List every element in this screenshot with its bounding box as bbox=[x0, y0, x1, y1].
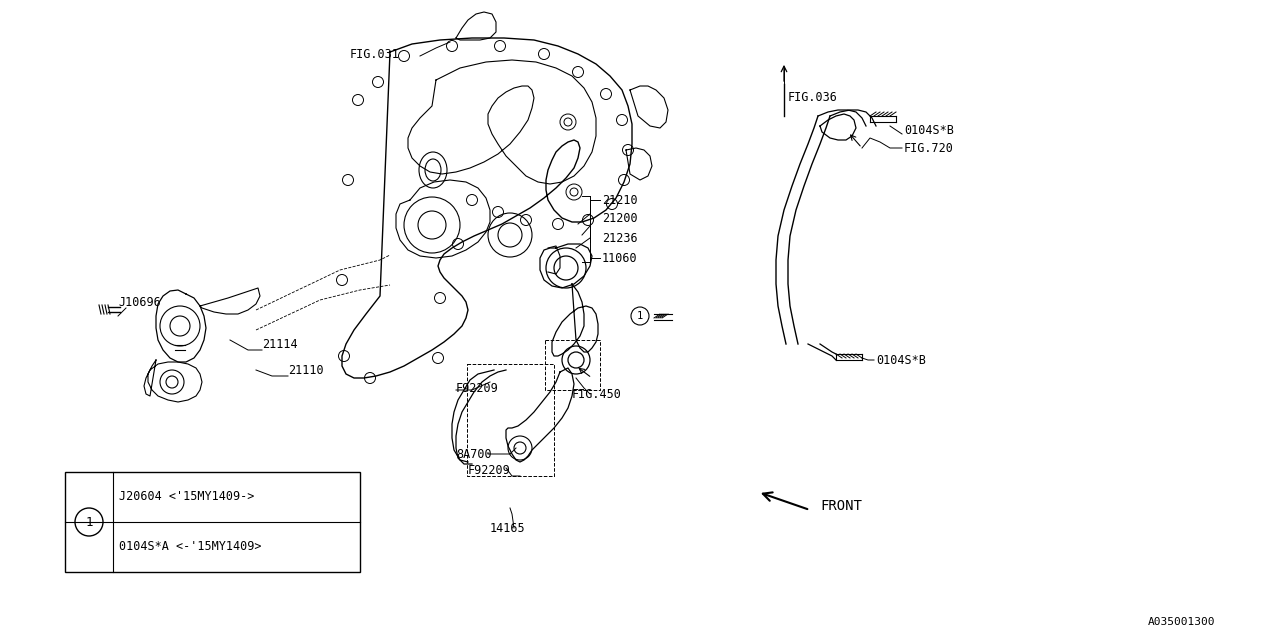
Text: FIG.450: FIG.450 bbox=[572, 387, 622, 401]
Text: 0104S*B: 0104S*B bbox=[904, 124, 954, 136]
Text: FRONT: FRONT bbox=[820, 499, 861, 513]
Text: FIG.031: FIG.031 bbox=[349, 47, 399, 61]
Text: 21200: 21200 bbox=[602, 211, 637, 225]
Text: 14165: 14165 bbox=[490, 522, 526, 534]
Text: 21110: 21110 bbox=[288, 364, 324, 376]
Text: A035001300: A035001300 bbox=[1147, 617, 1215, 627]
Text: J20604 <'15MY1409->: J20604 <'15MY1409-> bbox=[119, 490, 255, 504]
Text: 21236: 21236 bbox=[602, 232, 637, 244]
Text: 21114: 21114 bbox=[262, 337, 298, 351]
Text: 11060: 11060 bbox=[602, 252, 637, 264]
Text: 0104S*A <-'15MY1409>: 0104S*A <-'15MY1409> bbox=[119, 541, 261, 554]
Text: 8A700: 8A700 bbox=[456, 447, 492, 461]
Text: 0104S*B: 0104S*B bbox=[876, 353, 925, 367]
Text: F92209: F92209 bbox=[468, 463, 511, 477]
Text: FIG.036: FIG.036 bbox=[788, 90, 838, 104]
Text: F92209: F92209 bbox=[456, 381, 499, 394]
Text: J10696: J10696 bbox=[118, 296, 161, 308]
Text: 21210: 21210 bbox=[602, 193, 637, 207]
Text: 1: 1 bbox=[637, 311, 643, 321]
Text: 1: 1 bbox=[86, 515, 92, 529]
Text: FIG.720: FIG.720 bbox=[904, 141, 954, 154]
Bar bbox=[65, 472, 360, 572]
